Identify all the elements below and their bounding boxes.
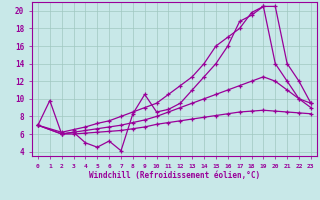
X-axis label: Windchill (Refroidissement éolien,°C): Windchill (Refroidissement éolien,°C) [89,171,260,180]
